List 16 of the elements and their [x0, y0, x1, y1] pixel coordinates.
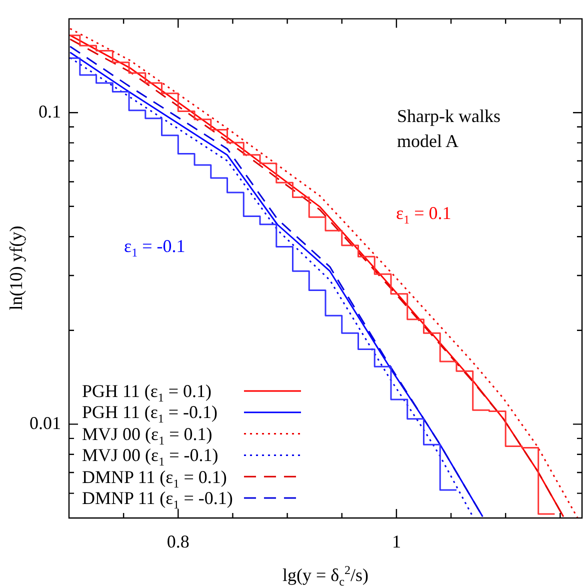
y-tick-label: 0.1 — [38, 101, 61, 122]
annotation: model A — [397, 130, 458, 151]
x-tick-label: 0.8 — [166, 532, 190, 552]
legend-label: DMNP 11 (ε$_{1}$ = -0.1) — [82, 488, 233, 512]
legend-label: PGH 11 (ε$_{1}$ = 0.1) — [82, 381, 212, 405]
legend-label: MVJ 00 (ε$_{1}$ = -0.1) — [82, 445, 218, 469]
annotation: ε$_{1}$ = -0.1 — [124, 236, 186, 260]
x-tick-label: 1 — [392, 532, 401, 552]
annotation: ε$_{1}$ = 0.1 — [396, 202, 452, 226]
legend-label: PGH 11 (ε$_{1}$ = -0.1) — [82, 402, 218, 426]
x-axis-title: lg(y = δ$_{c}$$^{2}$/s) — [282, 563, 368, 588]
y-tick-label: 0.01 — [30, 412, 61, 433]
legend-label: DMNP 11 (ε$_{1}$ = 0.1) — [82, 466, 227, 490]
y-axis-title: ln(10) yf(y) — [6, 226, 26, 311]
legend-label: MVJ 00 (ε$_{1}$ = 0.1) — [82, 424, 212, 448]
annotation: Sharp-k walks — [397, 106, 500, 126]
